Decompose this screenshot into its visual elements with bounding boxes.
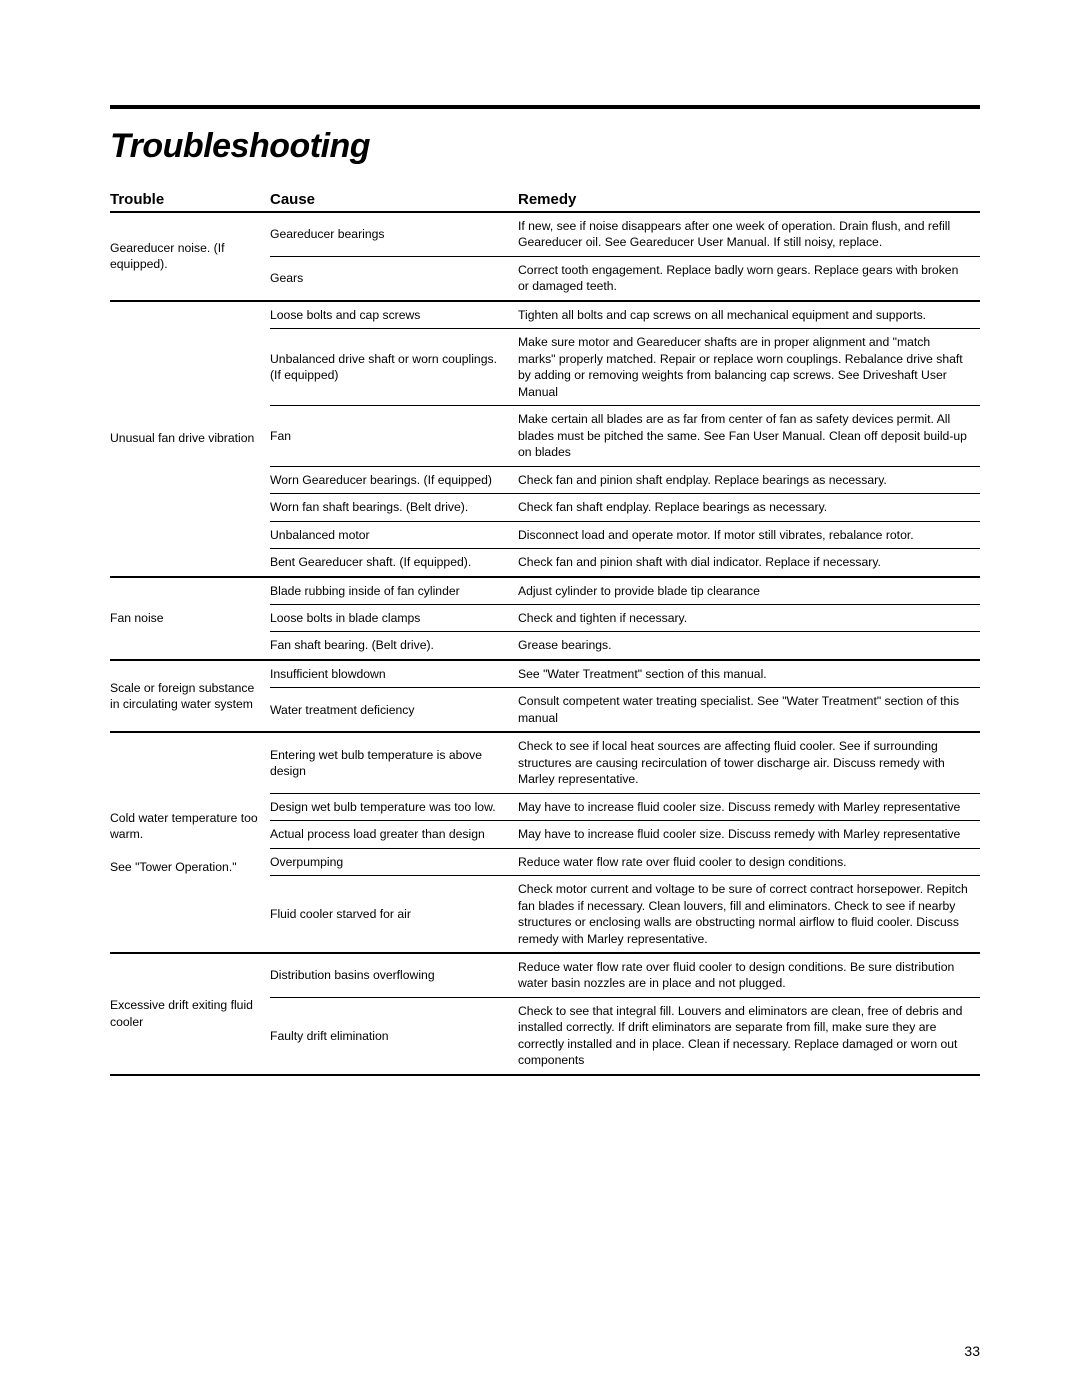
cause-cell: Unbalanced motor [270, 521, 518, 548]
remedy-cell: Check and tighten if necessary. [518, 604, 980, 631]
cause-cell: Fluid cooler starved for air [270, 876, 518, 953]
table-row: Cold water temperature too warm. See "To… [110, 732, 980, 793]
trouble-cell: Excessive drift exiting fluid cooler [110, 953, 270, 1075]
remedy-cell: If new, see if noise disappears after on… [518, 212, 980, 256]
table-body: Geareducer noise. (If equipped).Geareduc… [110, 212, 980, 1075]
table-row: Fan noiseBlade rubbing inside of fan cyl… [110, 577, 980, 605]
cause-cell: Unbalanced drive shaft or worn couplings… [270, 329, 518, 406]
cause-cell: Loose bolts in blade clamps [270, 604, 518, 631]
trouble-cell: Scale or foreign substance in circulatin… [110, 660, 270, 732]
cause-cell: Worn fan shaft bearings. (Belt drive). [270, 494, 518, 521]
cause-cell: Blade rubbing inside of fan cylinder [270, 577, 518, 605]
cause-cell: Bent Geareducer shaft. (If equipped). [270, 549, 518, 577]
remedy-cell: Check fan and pinion shaft endplay. Repl… [518, 466, 980, 493]
remedy-cell: Disconnect load and operate motor. If mo… [518, 521, 980, 548]
trouble-cell: Fan noise [110, 577, 270, 660]
remedy-cell: See "Water Treatment" section of this ma… [518, 660, 980, 688]
table-row: Unusual fan drive vibrationLoose bolts a… [110, 301, 980, 329]
table-row: Scale or foreign substance in circulatin… [110, 660, 980, 688]
page-title: Troubleshooting [110, 127, 980, 166]
remedy-cell: May have to increase fluid cooler size. … [518, 821, 980, 848]
table-row: Geareducer noise. (If equipped).Geareduc… [110, 212, 980, 256]
remedy-cell: Check fan and pinion shaft with dial ind… [518, 549, 980, 577]
page: Troubleshooting Trouble Cause Remedy Gea… [0, 0, 1080, 1397]
cause-cell: Entering wet bulb temperature is above d… [270, 732, 518, 793]
remedy-cell: Adjust cylinder to provide blade tip cle… [518, 577, 980, 605]
remedy-cell: Check fan shaft endplay. Replace bearing… [518, 494, 980, 521]
cause-cell: Faulty drift elimination [270, 997, 518, 1074]
remedy-cell: Make certain all blades are as far from … [518, 406, 980, 466]
remedy-cell: Correct tooth engagement. Replace badly … [518, 256, 980, 300]
table-row: Excessive drift exiting fluid coolerDist… [110, 953, 980, 997]
col-header-cause: Cause [270, 188, 518, 212]
cause-cell: Loose bolts and cap screws [270, 301, 518, 329]
remedy-cell: Consult competent water treating special… [518, 688, 980, 732]
cause-cell: Fan [270, 406, 518, 466]
col-header-remedy: Remedy [518, 188, 980, 212]
remedy-cell: Check motor current and voltage to be su… [518, 876, 980, 953]
remedy-cell: Reduce water flow rate over fluid cooler… [518, 953, 980, 997]
trouble-cell: Cold water temperature too warm. See "To… [110, 732, 270, 953]
cause-cell: Water treatment deficiency [270, 688, 518, 732]
page-number: 33 [964, 1343, 980, 1359]
remedy-cell: Tighten all bolts and cap screws on all … [518, 301, 980, 329]
remedy-cell: May have to increase fluid cooler size. … [518, 793, 980, 820]
remedy-cell: Make sure motor and Geareducer shafts ar… [518, 329, 980, 406]
troubleshooting-table: Trouble Cause Remedy Geareducer noise. (… [110, 188, 980, 1076]
cause-cell: Distribution basins overflowing [270, 953, 518, 997]
remedy-cell: Grease bearings. [518, 632, 980, 660]
cause-cell: Geareducer bearings [270, 212, 518, 256]
remedy-cell: Check to see that integral fill. Louvers… [518, 997, 980, 1074]
trouble-cell: Unusual fan drive vibration [110, 301, 270, 577]
cause-cell: Fan shaft bearing. (Belt drive). [270, 632, 518, 660]
table-header-row: Trouble Cause Remedy [110, 188, 980, 212]
cause-cell: Overpumping [270, 848, 518, 875]
cause-cell: Actual process load greater than design [270, 821, 518, 848]
cause-cell: Worn Geareducer bearings. (If equipped) [270, 466, 518, 493]
trouble-cell: Geareducer noise. (If equipped). [110, 212, 270, 301]
cause-cell: Insufficient blowdown [270, 660, 518, 688]
remedy-cell: Reduce water flow rate over fluid cooler… [518, 848, 980, 875]
remedy-cell: Check to see if local heat sources are a… [518, 732, 980, 793]
cause-cell: Design wet bulb temperature was too low. [270, 793, 518, 820]
cause-cell: Gears [270, 256, 518, 300]
col-header-trouble: Trouble [110, 188, 270, 212]
top-rule [110, 105, 980, 109]
